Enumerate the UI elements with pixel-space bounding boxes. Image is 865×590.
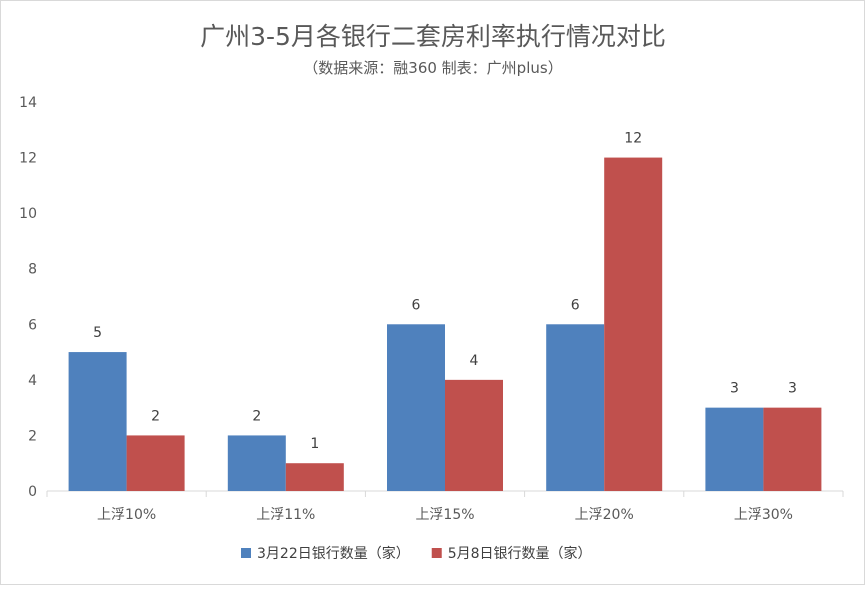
x-tick-label: 上浮30% <box>734 507 793 523</box>
y-tick-label: 12 <box>19 151 37 167</box>
x-axis: 上浮10% 上浮11% 上浮15% 上浮20% 上浮30% <box>46 490 844 523</box>
y-tick-label: 8 <box>28 262 37 278</box>
data-label: 3 <box>730 381 739 397</box>
legend-swatch <box>431 548 442 558</box>
data-label: 5 <box>93 325 102 341</box>
data-label: 6 <box>412 297 421 313</box>
data-label: 2 <box>151 408 160 424</box>
legend: 3月22日银行数量（家） 5月8日银行数量（家） <box>241 545 592 562</box>
y-axis: 0 2 4 6 8 10 12 14 <box>19 95 37 500</box>
data-label: 3 <box>788 381 797 397</box>
data-label: 12 <box>624 131 642 147</box>
y-tick-label: 14 <box>19 95 37 111</box>
bar <box>68 352 127 491</box>
bar <box>546 324 605 491</box>
legend-label: 5月8日银行数量（家） <box>448 545 592 562</box>
bar <box>604 157 663 492</box>
y-tick-label: 4 <box>28 373 37 389</box>
y-tick-label: 0 <box>28 484 37 500</box>
data-label: 2 <box>252 408 261 424</box>
x-tick-label: 上浮20% <box>575 507 634 523</box>
data-labels-group: 5 2 2 1 6 4 6 12 3 3 <box>93 131 797 453</box>
x-tick-label: 上浮10% <box>97 507 156 523</box>
legend-swatch <box>241 548 251 558</box>
x-tick-label: 上浮15% <box>415 507 474 523</box>
y-tick-label: 2 <box>28 428 37 444</box>
y-tick-label: 10 <box>19 206 37 222</box>
bars-group <box>68 157 822 492</box>
data-label: 1 <box>310 436 319 452</box>
bar <box>705 407 764 491</box>
bar <box>227 435 286 491</box>
chart-title: 广州3-5月各银行二套房利率执行情况对比 <box>200 22 666 51</box>
bar <box>126 435 185 491</box>
data-label: 6 <box>571 297 580 313</box>
bar <box>387 324 445 491</box>
bar <box>763 407 822 491</box>
bar <box>445 379 503 491</box>
chart-subtitle: （数据来源：融360 制表：广州plus） <box>303 59 562 77</box>
x-tick-label: 上浮11% <box>256 507 315 523</box>
legend-label: 3月22日银行数量（家） <box>257 545 410 562</box>
bar <box>285 463 344 491</box>
y-tick-label: 6 <box>28 317 37 333</box>
data-label: 4 <box>470 353 479 369</box>
